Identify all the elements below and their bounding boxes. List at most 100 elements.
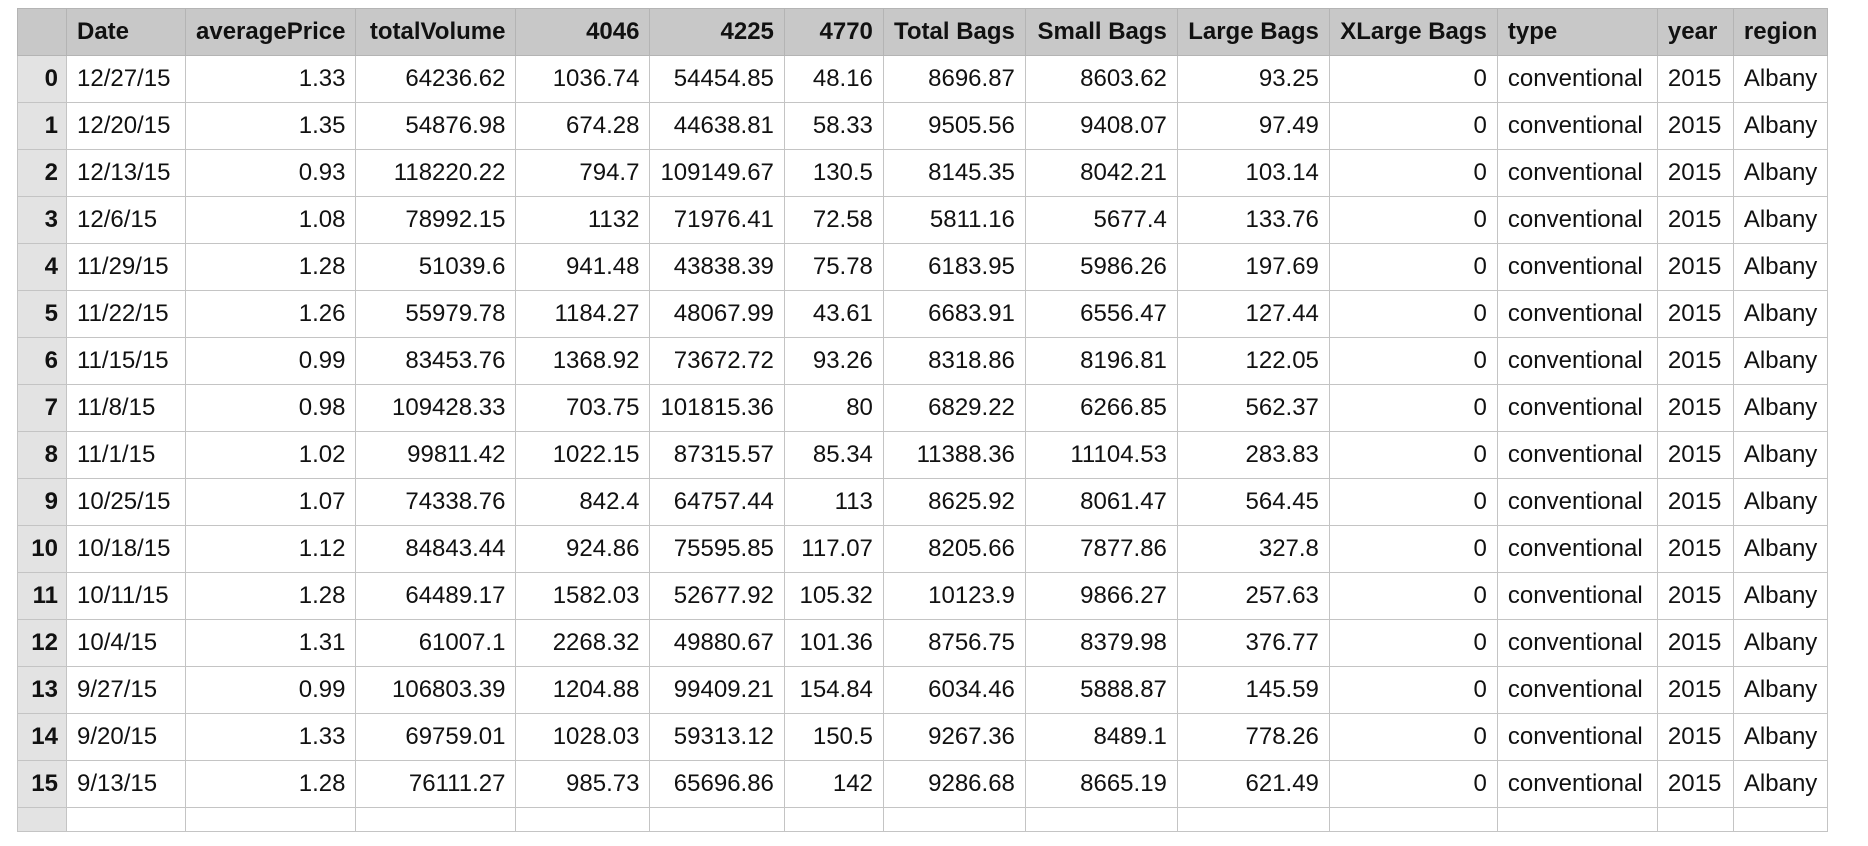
table-cell[interactable]: 0 [1328,102,1498,150]
table-cell[interactable]: 327.8 [1176,525,1330,573]
table-cell[interactable]: conventional [1496,55,1658,103]
table-cell[interactable]: 8205.66 [882,525,1026,573]
table-cell[interactable]: Albany [1732,384,1829,432]
table-cell[interactable]: 133.76 [1176,196,1330,244]
table-cell[interactable]: 118220.22 [355,149,517,197]
table-cell[interactable]: 11/22/15 [66,290,186,338]
table-cell[interactable]: Albany [1732,525,1829,573]
table-cell[interactable]: 9/20/15 [66,713,186,761]
table-cell[interactable]: 48067.99 [649,290,785,338]
table-cell[interactable]: 0 [1328,243,1498,291]
table-cell[interactable]: 6183.95 [882,243,1026,291]
table-cell[interactable]: 99811.42 [355,431,517,479]
table-cell[interactable]: 101815.36 [649,384,785,432]
table-cell[interactable]: 1.28 [184,243,357,291]
table-row[interactable]: 6 11/15/15 0.99 83453.76 1368.92 73672.72 93.2… [17,337,1829,385]
table-cell[interactable]: 1022.15 [515,431,651,479]
table-cell[interactable]: conventional [1496,290,1658,338]
table-cell[interactable]: 117.07 [783,525,884,573]
table-cell[interactable]: 6034.46 [882,666,1026,714]
table-cell[interactable]: Albany [1732,290,1829,338]
table-cell[interactable]: 75.78 [783,243,884,291]
table-cell[interactable]: 197.69 [1176,243,1330,291]
table-cell[interactable]: 1.31 [184,619,357,667]
table-cell[interactable]: 52677.92 [649,572,785,620]
table-cell[interactable]: 924.86 [515,525,651,573]
column-header[interactable]: XLarge Bags [1328,8,1498,56]
table-cell[interactable]: conventional [1496,666,1658,714]
table-cell[interactable]: 8489.1 [1024,713,1178,761]
table-cell[interactable]: conventional [1496,149,1658,197]
table-cell[interactable]: 1.28 [184,760,357,808]
table-cell[interactable]: 10/4/15 [66,619,186,667]
table-cell[interactable]: conventional [1496,760,1658,808]
table-cell[interactable]: 12/6/15 [66,196,186,244]
table-cell[interactable]: conventional [1496,102,1658,150]
table-cell[interactable]: 12/27/15 [66,55,186,103]
table-cell[interactable]: 842.4 [515,478,651,526]
table-cell[interactable]: 0.99 [184,337,357,385]
table-cell[interactable]: 778.26 [1176,713,1330,761]
table-cell[interactable]: 8196.81 [1024,337,1178,385]
table-cell[interactable]: 8042.21 [1024,149,1178,197]
table-cell[interactable]: 65696.86 [649,760,785,808]
table-cell[interactable]: 97.49 [1176,102,1330,150]
table-cell[interactable]: 64489.17 [355,572,517,620]
table-cell[interactable]: 9408.07 [1024,102,1178,150]
table-cell[interactable]: Albany [1732,760,1829,808]
column-header[interactable]: Small Bags [1024,8,1178,56]
table-cell[interactable]: 64236.62 [355,55,517,103]
row-index[interactable]: 15 [17,760,67,808]
table-cell[interactable]: 0 [1328,196,1498,244]
table-cell[interactable]: 59313.12 [649,713,785,761]
table-cell[interactable]: 142 [783,760,884,808]
table-cell[interactable]: 71976.41 [649,196,785,244]
column-header[interactable]: 4225 [649,8,785,56]
table-cell[interactable]: 8665.19 [1024,760,1178,808]
table-cell[interactable]: Albany [1732,478,1829,526]
column-header[interactable]: totalVolume [355,8,517,56]
table-row[interactable]: 4 11/29/15 1.28 51039.6 941.48 43838.39 75.78 6… [17,243,1829,291]
table-cell[interactable]: 2015 [1656,572,1734,620]
table-cell[interactable]: 9286.68 [882,760,1026,808]
table-cell[interactable]: 2015 [1656,478,1734,526]
table-cell[interactable]: 48.16 [783,55,884,103]
table-cell[interactable]: 1368.92 [515,337,651,385]
table-cell[interactable]: 130.5 [783,149,884,197]
table-cell[interactable]: 1.33 [184,713,357,761]
table-cell[interactable]: 1204.88 [515,666,651,714]
table-cell[interactable]: 106803.39 [355,666,517,714]
table-cell[interactable]: Albany [1732,102,1829,150]
table-cell[interactable]: 985.73 [515,760,651,808]
table-cell[interactable]: 49880.67 [649,619,785,667]
table-cell[interactable]: 1.08 [184,196,357,244]
table-cell[interactable]: 2015 [1656,102,1734,150]
table-cell[interactable]: 10/18/15 [66,525,186,573]
table-cell[interactable]: 1.26 [184,290,357,338]
table-cell[interactable]: 2015 [1656,290,1734,338]
table-cell[interactable]: 562.37 [1176,384,1330,432]
table-cell[interactable]: conventional [1496,713,1658,761]
table-cell[interactable]: 11/8/15 [66,384,186,432]
table-cell[interactable]: 2015 [1656,619,1734,667]
table-cell[interactable]: 0 [1328,760,1498,808]
table-cell[interactable]: 0 [1328,55,1498,103]
table-cell[interactable]: 794.7 [515,149,651,197]
table-cell[interactable]: 55979.78 [355,290,517,338]
table-cell[interactable]: Albany [1732,666,1829,714]
table-cell[interactable]: 2015 [1656,55,1734,103]
table-cell[interactable]: 0 [1328,572,1498,620]
table-cell[interactable]: 99409.21 [649,666,785,714]
table-cell[interactable]: 76111.27 [355,760,517,808]
table-cell[interactable]: 941.48 [515,243,651,291]
table-cell[interactable]: 1.35 [184,102,357,150]
table-cell[interactable]: 69759.01 [355,713,517,761]
table-cell[interactable]: 51039.6 [355,243,517,291]
row-index[interactable]: 6 [17,337,67,385]
table-row[interactable]: 13 9/27/15 0.99 106803.39 1204.88 99409.21 154… [17,666,1829,714]
table-cell[interactable]: Albany [1732,196,1829,244]
table-cell[interactable]: 8145.35 [882,149,1026,197]
table-cell[interactable]: 0 [1328,290,1498,338]
table-cell[interactable]: 2015 [1656,337,1734,385]
table-cell[interactable]: 1132 [515,196,651,244]
